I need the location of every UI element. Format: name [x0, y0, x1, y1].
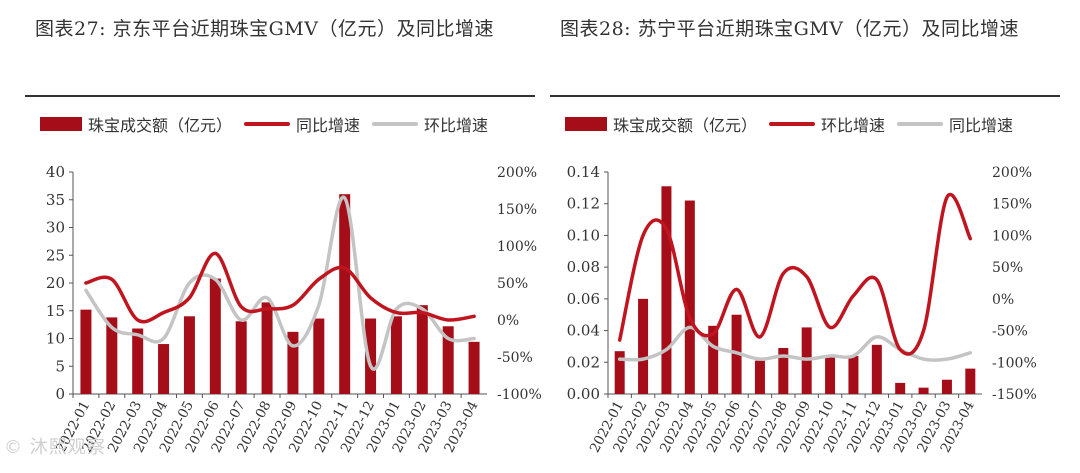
gmv-bar [661, 186, 672, 394]
grey-growth-line [84, 195, 476, 371]
right-tick-label: -100% [497, 387, 542, 403]
left-tick-label: 0.12 [567, 195, 600, 213]
gmv-bar [158, 344, 170, 394]
gmv-bar [261, 302, 273, 394]
gmv-bar [708, 325, 719, 394]
chart-legend: 珠宝成交额（亿元） 环比增速 同比增速 [565, 112, 1025, 136]
gmv-bar [183, 316, 195, 394]
left-tick-label: 20 [46, 274, 65, 292]
gmv-bar [132, 328, 144, 394]
right-tick-label: 200% [497, 165, 537, 181]
left-tick-label: 0.06 [567, 290, 600, 308]
gmv-bar [313, 318, 325, 394]
legend-label: 环比增速 [424, 116, 489, 135]
chart-legend: 珠宝成交额（亿元） 同比增速 环比增速 [40, 112, 500, 136]
left-tick-label: 5 [55, 357, 65, 375]
title-divider [550, 95, 1060, 97]
left-tick-label: 0.04 [567, 322, 600, 340]
grey-growth-line [617, 325, 973, 362]
right-tick-label: 150% [992, 197, 1032, 213]
watermark: © 沐熙观察 [4, 437, 106, 458]
legend-item: 环比增速 [769, 112, 885, 136]
gmv-bar [235, 321, 247, 394]
title-divider [25, 95, 535, 97]
gmv-bar [871, 344, 882, 394]
gmv-bar [80, 309, 92, 394]
legend-item: 环比增速 [372, 112, 488, 136]
legend-bar-swatch [40, 117, 82, 131]
chart-title: 图表28: 苏宁平台近期珠宝GMV（亿元）及同比增速 [560, 18, 1019, 40]
chart-title: 图表27: 京东平台近期珠宝GMV（亿元）及同比增速 [35, 18, 494, 40]
gmv-bar [442, 326, 454, 394]
left-tick-label: 0 [55, 385, 65, 403]
right-tick-label: 100% [497, 239, 537, 255]
gmv-bar [339, 194, 351, 394]
gmv-bar [965, 368, 976, 394]
gmv-bar [848, 355, 859, 394]
right-tick-label: 150% [497, 202, 537, 218]
left-tick-label: 30 [46, 219, 65, 237]
red-growth-line [84, 251, 476, 324]
left-tick-label: 25 [46, 246, 65, 264]
suning-chart-panel: 图表28: 苏宁平台近期珠宝GMV（亿元）及同比增速 珠宝成交额（亿元） 环比增… [550, 0, 1075, 473]
legend-label: 珠宝成交额（亿元） [88, 116, 233, 135]
legend-label: 同比增速 [949, 116, 1014, 135]
gmv-bar [287, 331, 299, 394]
left-tick-label: 0.00 [567, 385, 600, 403]
gmv-bar [754, 360, 765, 394]
right-tick-label: -50% [992, 324, 1028, 340]
right-tick-label: -100% [992, 355, 1037, 371]
left-tick-label: 40 [46, 163, 65, 181]
legend-item: 同比增速 [897, 112, 1013, 136]
right-tick-label: -150% [992, 387, 1037, 403]
legend-line-swatch [244, 122, 291, 126]
gmv-bar [895, 382, 906, 394]
gmv-bar [825, 355, 836, 394]
gmv-bar [684, 200, 695, 394]
left-tick-label: 10 [46, 330, 65, 348]
right-tick-label: 50% [992, 260, 1023, 276]
gmv-bar [614, 351, 625, 394]
red-growth-line [617, 192, 973, 356]
left-tick-label: 15 [46, 302, 65, 320]
right-tick-label: 50% [497, 276, 528, 292]
left-tick-label: 35 [46, 191, 65, 209]
right-tick-label: 0% [497, 313, 519, 329]
left-tick-label: 0.14 [567, 163, 600, 181]
legend-line-swatch [372, 122, 419, 126]
gmv-bar [918, 387, 929, 394]
legend-label: 环比增速 [821, 116, 886, 135]
right-tick-label: 0% [992, 292, 1014, 308]
gmv-bar [390, 316, 402, 394]
gmv-bar [941, 379, 952, 394]
right-tick-label: 100% [992, 228, 1032, 244]
gmv-bar [778, 348, 789, 394]
jd-combo-chart: 0 5 10 15 20 25 30 35 40 -100% -50% 0% 50% 100% 150% 20… [46, 163, 542, 455]
gmv-bar [468, 341, 480, 394]
legend-label: 珠宝成交额（亿元） [613, 116, 758, 135]
jd-chart-panel: 图表27: 京东平台近期珠宝GMV（亿元）及同比增速 珠宝成交额（亿元） 同比增… [25, 0, 550, 473]
legend-label: 同比增速 [296, 116, 361, 135]
legend-item: 同比增速 [244, 112, 360, 136]
legend-bar-swatch [565, 117, 607, 131]
right-tick-label: -50% [497, 350, 533, 366]
right-tick-label: 200% [992, 165, 1032, 181]
gmv-bar [106, 317, 118, 394]
gmv-bar [209, 278, 221, 394]
left-tick-label: 0.02 [567, 353, 600, 371]
gmv-bar [365, 318, 377, 394]
legend-line-swatch [897, 122, 944, 126]
left-tick-label: 0.08 [567, 258, 600, 276]
legend-line-swatch [769, 122, 816, 126]
left-tick-label: 0.10 [567, 226, 600, 244]
gmv-bar [638, 298, 649, 394]
legend-item: 珠宝成交额（亿元） [40, 112, 232, 136]
legend-item: 珠宝成交额（亿元） [565, 112, 757, 136]
gmv-bar [416, 305, 428, 394]
suning-combo-chart: 0.00 0.02 0.04 0.06 0.08 0.10 0.12 0.14 -150% -10… [567, 163, 1037, 455]
